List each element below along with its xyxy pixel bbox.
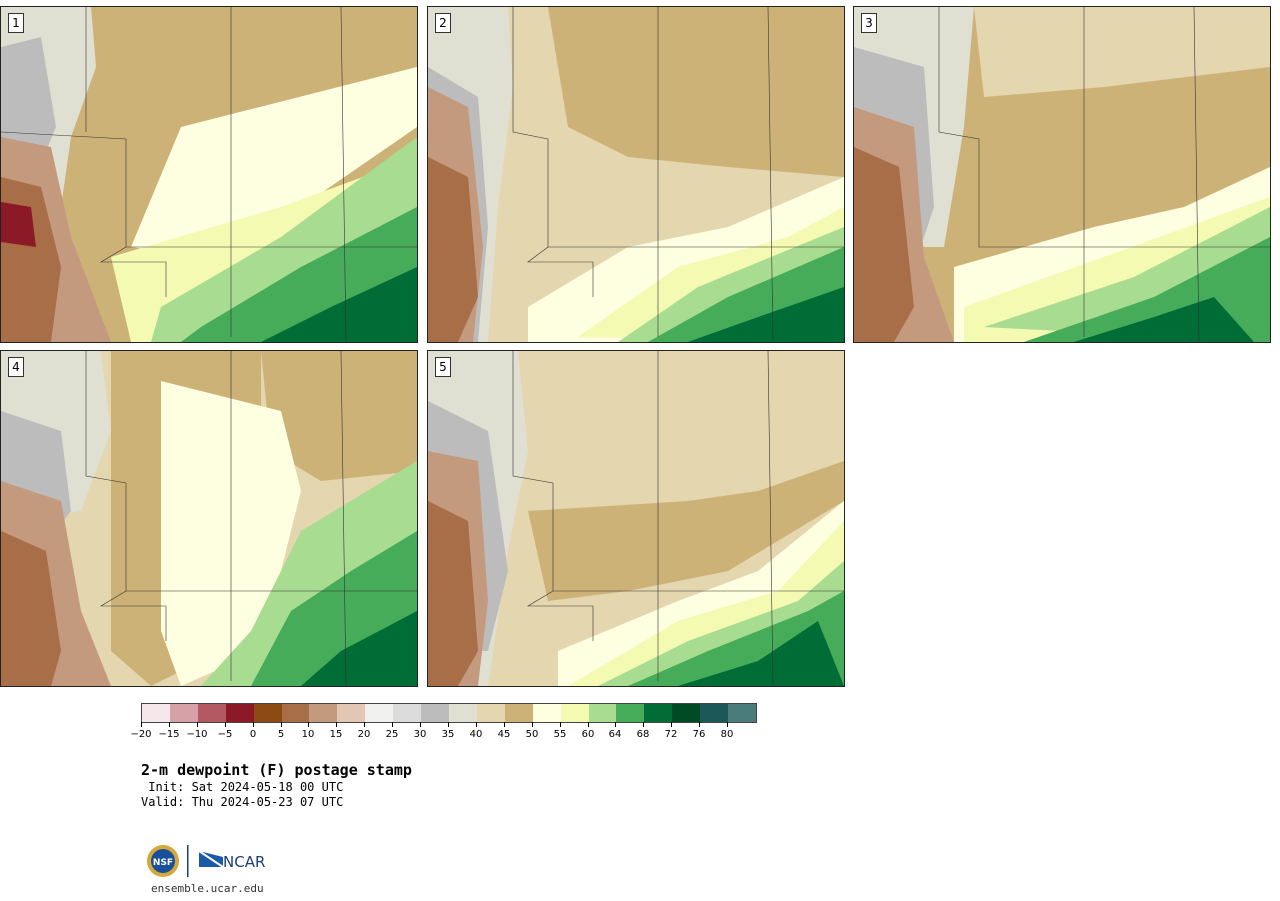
colorbar-tick <box>392 722 393 727</box>
colorbar-tick <box>699 722 700 727</box>
dewpoint-map <box>428 351 844 686</box>
colorbar-segment <box>448 704 477 722</box>
colorbar-tick-label: −15 <box>158 729 180 740</box>
colorbar-tick <box>253 722 254 727</box>
source-url: ensemble.ucar.edu <box>151 882 264 895</box>
colorbar-tick-label: 30 <box>413 729 427 740</box>
colorbar-tick <box>420 722 421 727</box>
member-number-label: 2 <box>435 13 451 33</box>
colorbar-tick <box>476 722 477 727</box>
member-number-label: 3 <box>861 13 877 33</box>
dewpoint-map <box>1 351 417 686</box>
colorbar-segment <box>700 704 729 722</box>
colorbar-tick <box>336 722 337 727</box>
nsf-ncar-logo: NSF NCAR <box>147 845 265 877</box>
ensemble-member-map: 4 <box>0 350 418 687</box>
colorbar-segment <box>476 704 505 722</box>
colorbar-tick-label: 72 <box>664 729 678 740</box>
colorbar-tick-label: 5 <box>277 729 285 740</box>
member-number-label: 5 <box>435 357 451 377</box>
colorbar-tick-label: 68 <box>636 729 650 740</box>
colorbar-segment <box>588 704 617 722</box>
init-time: Init: Sat 2024-05-18 00 UTC <box>141 780 344 794</box>
colorbar-tick-label: 64 <box>608 729 622 740</box>
colorbar-segment <box>616 704 645 722</box>
colorbar-segment <box>281 704 310 722</box>
valid-time: Valid: Thu 2024-05-23 07 UTC <box>141 795 344 809</box>
colorbar-tick <box>281 722 282 727</box>
colorbar-tick-label: 55 <box>553 729 567 740</box>
colorbar-segment <box>197 704 226 722</box>
colorbar-tick-label: 76 <box>692 729 706 740</box>
colorbar-segment <box>225 704 254 722</box>
colorbar-tick <box>504 722 505 727</box>
ensemble-member-map: 1 <box>0 6 418 343</box>
colorbar-segment <box>142 704 170 722</box>
ensemble-member-map: 2 <box>427 6 845 343</box>
colorbar-tick <box>643 722 644 727</box>
colorbar-ticks: −20 −15 −10 −5 0 5 10 15 20 25 30 35 40 45 50 55 60 64 68 7… <box>130 722 755 752</box>
colorbar-segment <box>728 704 756 722</box>
colorbar-tick-label: 40 <box>469 729 483 740</box>
colorbar-tick <box>671 722 672 727</box>
colorbar-tick <box>364 722 365 727</box>
colorbar-segment <box>504 704 533 722</box>
colorbar-segment <box>672 704 701 722</box>
colorbar-segment <box>644 704 673 722</box>
figure-title: 2-m dewpoint (F) postage stamp <box>141 761 412 779</box>
colorbar-segment <box>393 704 422 722</box>
colorbar-tick-label: −20 <box>130 729 152 740</box>
colorbar-tick-label: 20 <box>357 729 371 740</box>
colorbar-tick-label: −5 <box>217 729 233 740</box>
colorbar-tick-label: 45 <box>497 729 511 740</box>
colorbar-tick-label: 50 <box>525 729 539 740</box>
colorbar-segment <box>253 704 282 722</box>
colorbar-tick-label: 60 <box>581 729 595 740</box>
colorbar-tick <box>532 722 533 727</box>
colorbar-tick-label: 25 <box>385 729 399 740</box>
colorbar-segment <box>337 704 366 722</box>
sponsor-logos: NSF NCAR <box>145 843 285 883</box>
colorbar-tick-label: 15 <box>329 729 343 740</box>
dewpoint-colorbar <box>141 703 757 723</box>
colorbar-tick <box>560 722 561 727</box>
colorbar-segment <box>532 704 561 722</box>
member-number-label: 1 <box>8 13 24 33</box>
colorbar-tick-label: −10 <box>186 729 208 740</box>
nsf-logo-text: NSF <box>153 858 173 868</box>
member-number-label: 4 <box>8 357 24 377</box>
dewpoint-map <box>1 7 417 342</box>
colorbar-tick-label: 80 <box>720 729 734 740</box>
colorbar-tick <box>225 722 226 727</box>
ensemble-member-map: 3 <box>853 6 1271 343</box>
colorbar-tick-label: 10 <box>301 729 315 740</box>
colorbar-tick <box>727 722 728 727</box>
colorbar-segment <box>421 704 449 722</box>
colorbar-segment <box>309 704 338 722</box>
colorbar-segment <box>169 704 198 722</box>
colorbar-tick <box>197 722 198 727</box>
colorbar-tick <box>588 722 589 727</box>
colorbar-tick <box>141 722 142 727</box>
colorbar-segment <box>560 704 589 722</box>
colorbar-tick <box>308 722 309 727</box>
colorbar-tick <box>169 722 170 727</box>
ensemble-member-map: 5 <box>427 350 845 687</box>
colorbar-tick <box>448 722 449 727</box>
colorbar-segment <box>365 704 394 722</box>
colorbar-tick-label: 35 <box>441 729 455 740</box>
dewpoint-map <box>854 7 1270 342</box>
colorbar-tick <box>615 722 616 727</box>
dewpoint-map <box>428 7 844 342</box>
colorbar-tick-label: 0 <box>249 729 257 740</box>
ncar-logo-text: NCAR <box>223 853 265 871</box>
